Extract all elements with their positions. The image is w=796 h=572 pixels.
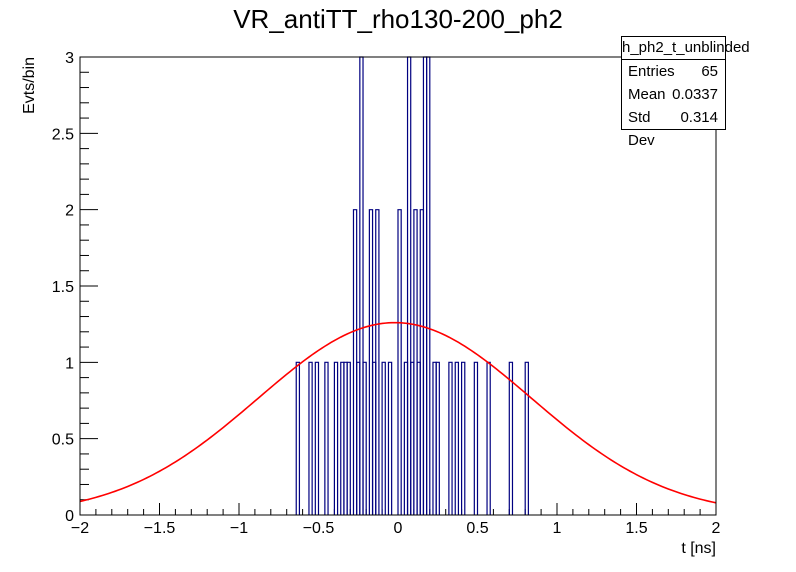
y-tick-label: 3 <box>65 50 74 67</box>
histogram-bin <box>324 361 329 515</box>
stats-row-entries: Entries 65 <box>622 60 725 83</box>
stats-box: h_ph2_t_unblinded Entries 65 Mean 0.0337… <box>621 36 750 149</box>
x-tick-label: −0.5 <box>303 520 335 537</box>
histogram-bin <box>346 361 351 515</box>
x-tick-label: −1 <box>230 520 248 537</box>
x-tick-label: 1 <box>553 520 562 537</box>
stats-value: 0.314 <box>680 109 718 126</box>
histogram-bin <box>381 361 386 515</box>
histogram-bin <box>375 209 380 515</box>
histogram-bin <box>314 361 320 515</box>
stats-value: 0.0337 <box>672 86 718 103</box>
histogram-bin <box>308 361 313 515</box>
stats-row-stddev: Std Dev 0.314 <box>622 106 725 149</box>
stats-row-mean: Mean 0.0337 <box>622 83 725 106</box>
tick-labels: −2 −1.5 −1 −0.5 0 0.5 1 1.5 2 0 0.5 1 1.5 2 2.5 3 <box>52 50 721 537</box>
histogram-bars <box>295 56 529 515</box>
stats-label: Std Dev <box>628 109 655 149</box>
y-tick-label: 2 <box>65 203 74 220</box>
x-tick-label: −1.5 <box>144 520 176 537</box>
y-tick-label: 0 <box>65 508 74 525</box>
stats-label: Mean <box>628 86 666 103</box>
histogram-bin <box>473 361 479 515</box>
x-tick-label: 0.5 <box>466 520 488 537</box>
histogram-bin <box>387 361 393 515</box>
y-axis-label: Evts/bin <box>21 57 38 114</box>
histogram-bin <box>397 209 402 515</box>
plot-frame <box>79 56 717 516</box>
histogram-bin <box>508 361 514 515</box>
histogram-bin <box>295 361 301 515</box>
x-axis-label: t [ns] <box>681 540 716 557</box>
histogram-bin <box>435 361 440 515</box>
x-tick-label: 1.5 <box>625 520 647 537</box>
x-tick-label: −2 <box>71 520 89 537</box>
histogram-bin <box>448 361 453 515</box>
histogram-bin <box>362 361 367 515</box>
stats-label: Entries <box>628 63 675 80</box>
histogram-bin <box>524 361 529 515</box>
chart-title: VR_antiTT_rho130-200_ph2 <box>233 4 563 34</box>
histogram-bin <box>486 361 491 515</box>
y-tick-label: 0.5 <box>52 432 74 449</box>
histogram-bin <box>454 361 460 515</box>
gaussian-fit-curve <box>79 321 717 504</box>
histogram-bin <box>426 56 431 515</box>
y-tick-label: 1 <box>65 355 74 372</box>
histogram-bin <box>333 361 339 515</box>
stats-value: 65 <box>701 63 718 80</box>
y-tick-label: 1.5 <box>52 279 74 296</box>
x-tick-label: 2 <box>712 520 721 537</box>
y-tick-label: 2.5 <box>52 126 74 143</box>
histogram-bin <box>461 361 466 515</box>
x-tick-label: 0 <box>394 520 403 537</box>
stats-box-title: h_ph2_t_unblinded <box>622 37 750 60</box>
